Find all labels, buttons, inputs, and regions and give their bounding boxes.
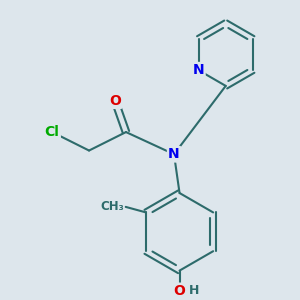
Text: O: O: [173, 284, 185, 298]
Text: O: O: [109, 94, 121, 108]
Text: H: H: [188, 284, 199, 297]
Text: N: N: [168, 147, 180, 161]
Text: N: N: [193, 63, 204, 77]
Text: Cl: Cl: [45, 125, 59, 139]
Text: CH₃: CH₃: [100, 200, 124, 213]
